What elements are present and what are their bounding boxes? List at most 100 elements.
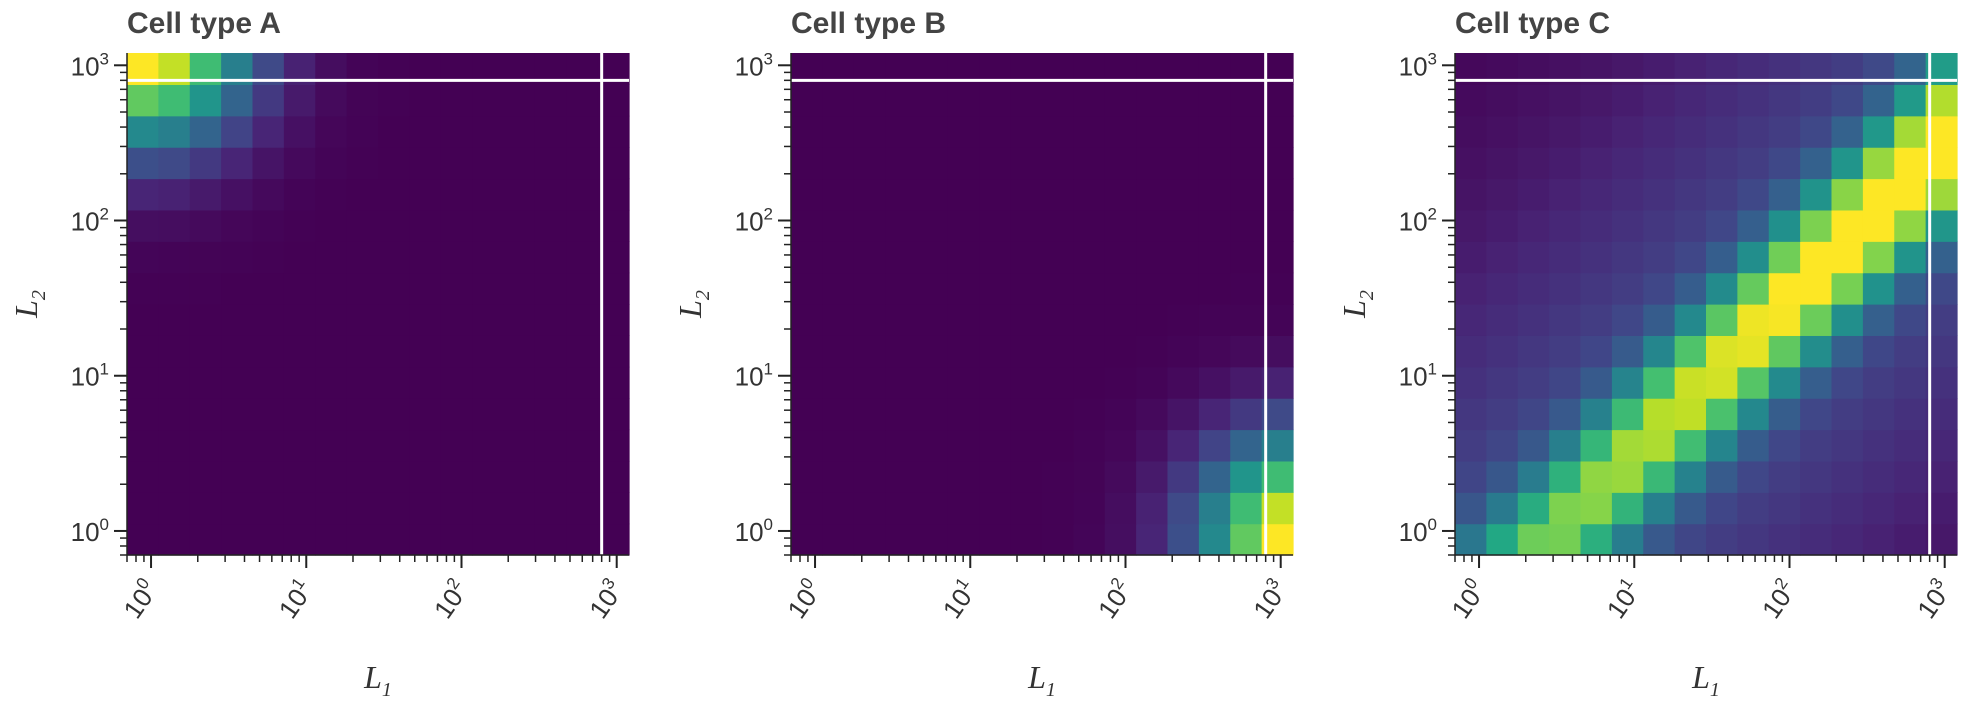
heatmap-cell bbox=[1198, 398, 1231, 431]
heatmap-cell bbox=[1768, 460, 1801, 493]
heatmap-cell bbox=[1611, 178, 1644, 211]
heatmap-cell bbox=[1580, 460, 1613, 493]
x-tick-label: 102 bbox=[1090, 574, 1138, 624]
heatmap-cell bbox=[158, 272, 191, 305]
heatmap-cell bbox=[503, 272, 536, 305]
heatmap-cell bbox=[1198, 84, 1231, 117]
heatmap-cell bbox=[1737, 492, 1770, 525]
heatmap-cell bbox=[1486, 460, 1519, 493]
heatmap-cell bbox=[1198, 335, 1231, 368]
heatmap-cell bbox=[916, 335, 949, 368]
heatmap-cell bbox=[378, 398, 410, 431]
heatmap-cell bbox=[283, 241, 316, 274]
heatmap-cell bbox=[979, 366, 1012, 399]
heatmap-cell bbox=[1073, 366, 1106, 399]
heatmap-cell bbox=[566, 241, 599, 274]
heatmap-cell bbox=[1643, 398, 1676, 431]
heatmap-cell bbox=[1042, 492, 1074, 525]
heatmap-cell bbox=[1198, 272, 1231, 305]
heatmap-cell bbox=[409, 429, 442, 462]
heatmap-cell bbox=[1104, 178, 1137, 211]
heatmap-cell bbox=[1800, 178, 1833, 211]
heatmap-cell bbox=[947, 492, 980, 525]
heatmap-cell bbox=[1831, 492, 1864, 525]
heatmap-cell bbox=[1580, 335, 1613, 368]
heatmap-cell bbox=[979, 398, 1012, 431]
heatmap-cell bbox=[916, 178, 949, 211]
heatmap-cells bbox=[127, 53, 630, 556]
heatmap-cell bbox=[440, 178, 473, 211]
heatmap-cell bbox=[1136, 460, 1169, 493]
heatmap-cell bbox=[1643, 366, 1676, 399]
heatmap-cell bbox=[1831, 304, 1864, 336]
heatmap-cell bbox=[472, 84, 505, 117]
heatmap-cell bbox=[566, 304, 599, 336]
heatmap-cell bbox=[346, 366, 379, 399]
heatmap-cell bbox=[221, 241, 254, 274]
heatmap-cell bbox=[1010, 241, 1043, 274]
heatmap-cell bbox=[1737, 272, 1770, 305]
heatmap-cell bbox=[1894, 84, 1927, 117]
heatmap-cell bbox=[822, 115, 855, 148]
heatmap-cell bbox=[1580, 84, 1613, 117]
heatmap-cell bbox=[1643, 84, 1676, 117]
heatmap-cell bbox=[1167, 147, 1200, 180]
heatmap-cell bbox=[885, 460, 918, 493]
y-tick-label: 103 bbox=[735, 49, 773, 81]
heatmap-cell bbox=[283, 115, 316, 148]
heatmap-cell bbox=[1862, 398, 1895, 431]
heatmap-cell bbox=[503, 115, 536, 148]
heatmap-cell bbox=[221, 429, 254, 462]
heatmap-cell bbox=[1674, 523, 1707, 556]
heatmap-cell bbox=[252, 460, 285, 493]
heatmap-cell bbox=[885, 272, 918, 305]
heatmap-cell bbox=[1042, 241, 1074, 274]
heatmap-cell bbox=[947, 241, 980, 274]
heatmap-cell bbox=[1198, 523, 1231, 556]
heatmap-cell bbox=[378, 460, 410, 493]
y-axis-label: L2 bbox=[1336, 290, 1378, 319]
heatmap-cell bbox=[378, 523, 410, 556]
heatmap-cell bbox=[503, 304, 536, 336]
heatmap-cell bbox=[1611, 398, 1644, 431]
heatmap-cell bbox=[822, 84, 855, 117]
heatmap-cell bbox=[534, 241, 567, 274]
heatmap-cell bbox=[127, 272, 159, 305]
heatmap-cell bbox=[127, 366, 159, 399]
heatmap-cell bbox=[1136, 398, 1169, 431]
x-tick-label: 100 bbox=[780, 574, 828, 624]
heatmap-cell bbox=[503, 84, 536, 117]
heatmap-cell bbox=[189, 492, 222, 525]
heatmap-cell bbox=[503, 429, 536, 462]
heatmap-cell bbox=[916, 398, 949, 431]
heatmap-cell bbox=[378, 178, 410, 211]
heatmap-cell bbox=[1674, 366, 1707, 399]
heatmap-cell bbox=[534, 523, 567, 556]
heatmap-cell bbox=[221, 398, 254, 431]
heatmap-cell bbox=[1010, 366, 1043, 399]
heatmap-cell bbox=[1010, 429, 1043, 462]
heatmap-cell bbox=[1643, 115, 1676, 148]
chart-panel-3: 100 101 102 103 100 101 102 103 Cell type C L1 L2 bbox=[1336, 7, 1958, 701]
heatmap-cell bbox=[1737, 460, 1770, 493]
heatmap-cell bbox=[1831, 272, 1864, 305]
heatmap-cell bbox=[1580, 178, 1613, 211]
heatmap-cell bbox=[409, 523, 442, 556]
heatmap-cell bbox=[346, 115, 379, 148]
heatmap-cell bbox=[1073, 304, 1106, 336]
heatmap-cell bbox=[1894, 492, 1927, 525]
heatmap-cell bbox=[916, 84, 949, 117]
heatmap-cell bbox=[1230, 366, 1263, 399]
heatmap-cell bbox=[1768, 241, 1801, 274]
heatmap-cell bbox=[1768, 209, 1801, 242]
heatmap-cell bbox=[1643, 523, 1676, 556]
heatmap-cell bbox=[947, 460, 980, 493]
heatmap-cell bbox=[1010, 304, 1043, 336]
heatmap-cell bbox=[1455, 178, 1487, 211]
heatmap-cell bbox=[1549, 115, 1582, 148]
heatmap-cell bbox=[472, 272, 505, 305]
heatmap-cell bbox=[440, 429, 473, 462]
heatmap-cell bbox=[1042, 398, 1074, 431]
heatmap-cell bbox=[916, 147, 949, 180]
heatmap-cell bbox=[1611, 366, 1644, 399]
